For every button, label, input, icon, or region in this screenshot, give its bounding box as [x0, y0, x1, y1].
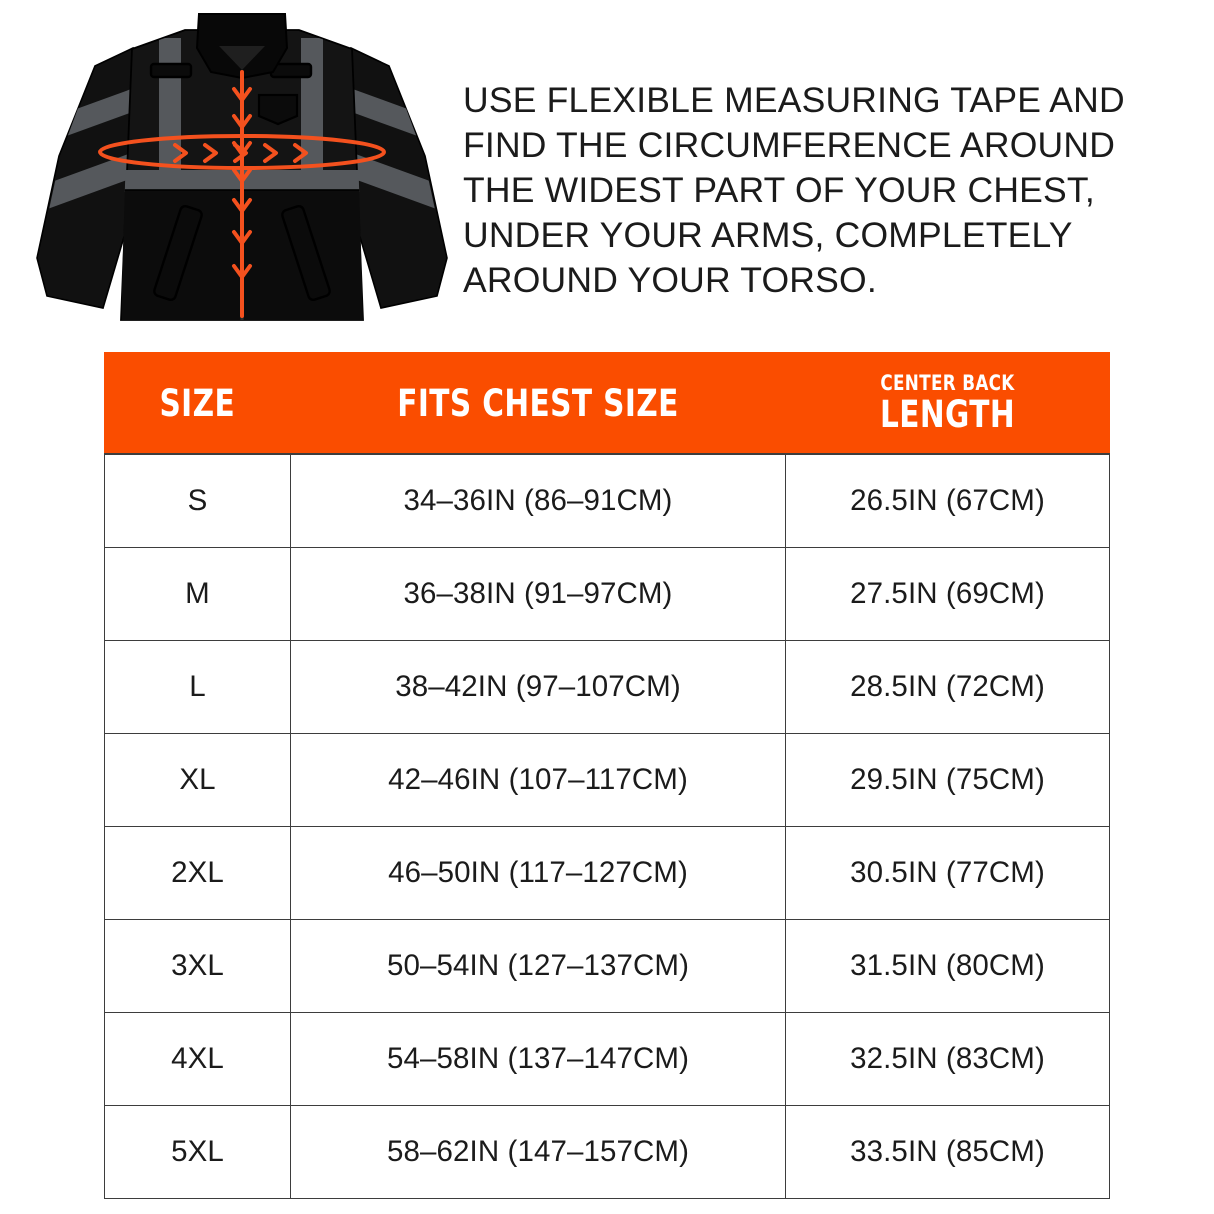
- cell-chest: 50–54IN (127–137CM): [290, 919, 786, 1013]
- table-row: 2XL 46–50IN (117–127CM) 30.5IN (77CM): [104, 826, 1110, 920]
- cell-size: XL: [104, 733, 291, 827]
- table-row: L 38–42IN (97–107CM) 28.5IN (72CM): [104, 640, 1110, 734]
- cell-size: S: [104, 453, 291, 548]
- reflective-band-right-lower: [341, 133, 445, 219]
- cell-chest: 46–50IN (117–127CM): [290, 826, 786, 920]
- cell-size: 3XL: [104, 919, 291, 1013]
- measuring-instructions: USE FLEXIBLE MEASURING TAPE AND FIND THE…: [463, 80, 1125, 300]
- horizontal-chevrons: [173, 143, 308, 163]
- epaulette-left: [149, 62, 193, 79]
- table-row: XL 42–46IN (107–117CM) 29.5IN (75CM): [104, 733, 1110, 827]
- cell-chest: 58–62IN (147–157CM): [290, 1105, 786, 1199]
- cell-length: 28.5IN (72CM): [785, 640, 1110, 734]
- cell-size: 2XL: [104, 826, 291, 920]
- cell-size: L: [104, 640, 291, 734]
- cell-length: 26.5IN (67CM): [785, 453, 1110, 548]
- column-header-length: CENTER BACK LENGTH: [785, 352, 1110, 455]
- chest-pocket: [257, 93, 299, 126]
- table-row: 4XL 54–58IN (137–147CM) 32.5IN (83CM): [104, 1012, 1110, 1106]
- column-header-length-stack: CENTER BACK LENGTH: [786, 371, 1109, 436]
- cell-length: 31.5IN (80CM): [785, 919, 1110, 1013]
- cell-length: 27.5IN (69CM): [785, 547, 1110, 641]
- size-chart-body: S 34–36IN (86–91CM) 26.5IN (67CM) M 36–3…: [104, 453, 1110, 1199]
- cell-size: M: [104, 547, 291, 641]
- table-row: S 34–36IN (86–91CM) 26.5IN (67CM): [104, 453, 1110, 548]
- reflective-band-left-lower: [39, 133, 143, 219]
- table-row: M 36–38IN (91–97CM) 27.5IN (69CM): [104, 547, 1110, 641]
- cell-length: 32.5IN (83CM): [785, 1012, 1110, 1106]
- size-chart-table: SIZE FITS CHEST SIZE CENTER BACK LENGTH …: [104, 352, 1110, 1199]
- column-header-chest: FITS CHEST SIZE: [290, 352, 786, 455]
- jacket-illustration: [33, 4, 451, 334]
- cell-chest: 38–42IN (97–107CM): [290, 640, 786, 734]
- cell-size: 4XL: [104, 1012, 291, 1106]
- column-header-length-label-big: LENGTH: [880, 393, 1015, 436]
- cell-size: 5XL: [104, 1105, 291, 1199]
- column-header-length-label-small: CENTER BACK: [880, 371, 1015, 395]
- cell-length: 33.5IN (85CM): [785, 1105, 1110, 1199]
- column-header-size: SIZE: [104, 352, 291, 455]
- jacket-svg: [36, 13, 448, 321]
- lower-pocket-left: [153, 205, 203, 301]
- lower-pocket-right: [281, 205, 331, 301]
- collar-inner-shadow: [219, 46, 265, 70]
- header-section: USE FLEXIBLE MEASURING TAPE AND FIND THE…: [0, 0, 1214, 345]
- cell-length: 30.5IN (77CM): [785, 826, 1110, 920]
- measure-guides: [98, 70, 386, 318]
- column-header-size-label: SIZE: [159, 381, 236, 425]
- table-row: 5XL 58–62IN (147–157CM) 33.5IN (85CM): [104, 1105, 1110, 1199]
- cell-chest: 34–36IN (86–91CM): [290, 453, 786, 548]
- table-row: 3XL 50–54IN (127–137CM) 31.5IN (80CM): [104, 919, 1110, 1013]
- table-header-row: SIZE FITS CHEST SIZE CENTER BACK LENGTH: [104, 352, 1110, 455]
- cell-chest: 42–46IN (107–117CM): [290, 733, 786, 827]
- cell-length: 29.5IN (75CM): [785, 733, 1110, 827]
- cell-chest: 54–58IN (137–147CM): [290, 1012, 786, 1106]
- cell-chest: 36–38IN (91–97CM): [290, 547, 786, 641]
- column-header-chest-label: FITS CHEST SIZE: [397, 381, 679, 425]
